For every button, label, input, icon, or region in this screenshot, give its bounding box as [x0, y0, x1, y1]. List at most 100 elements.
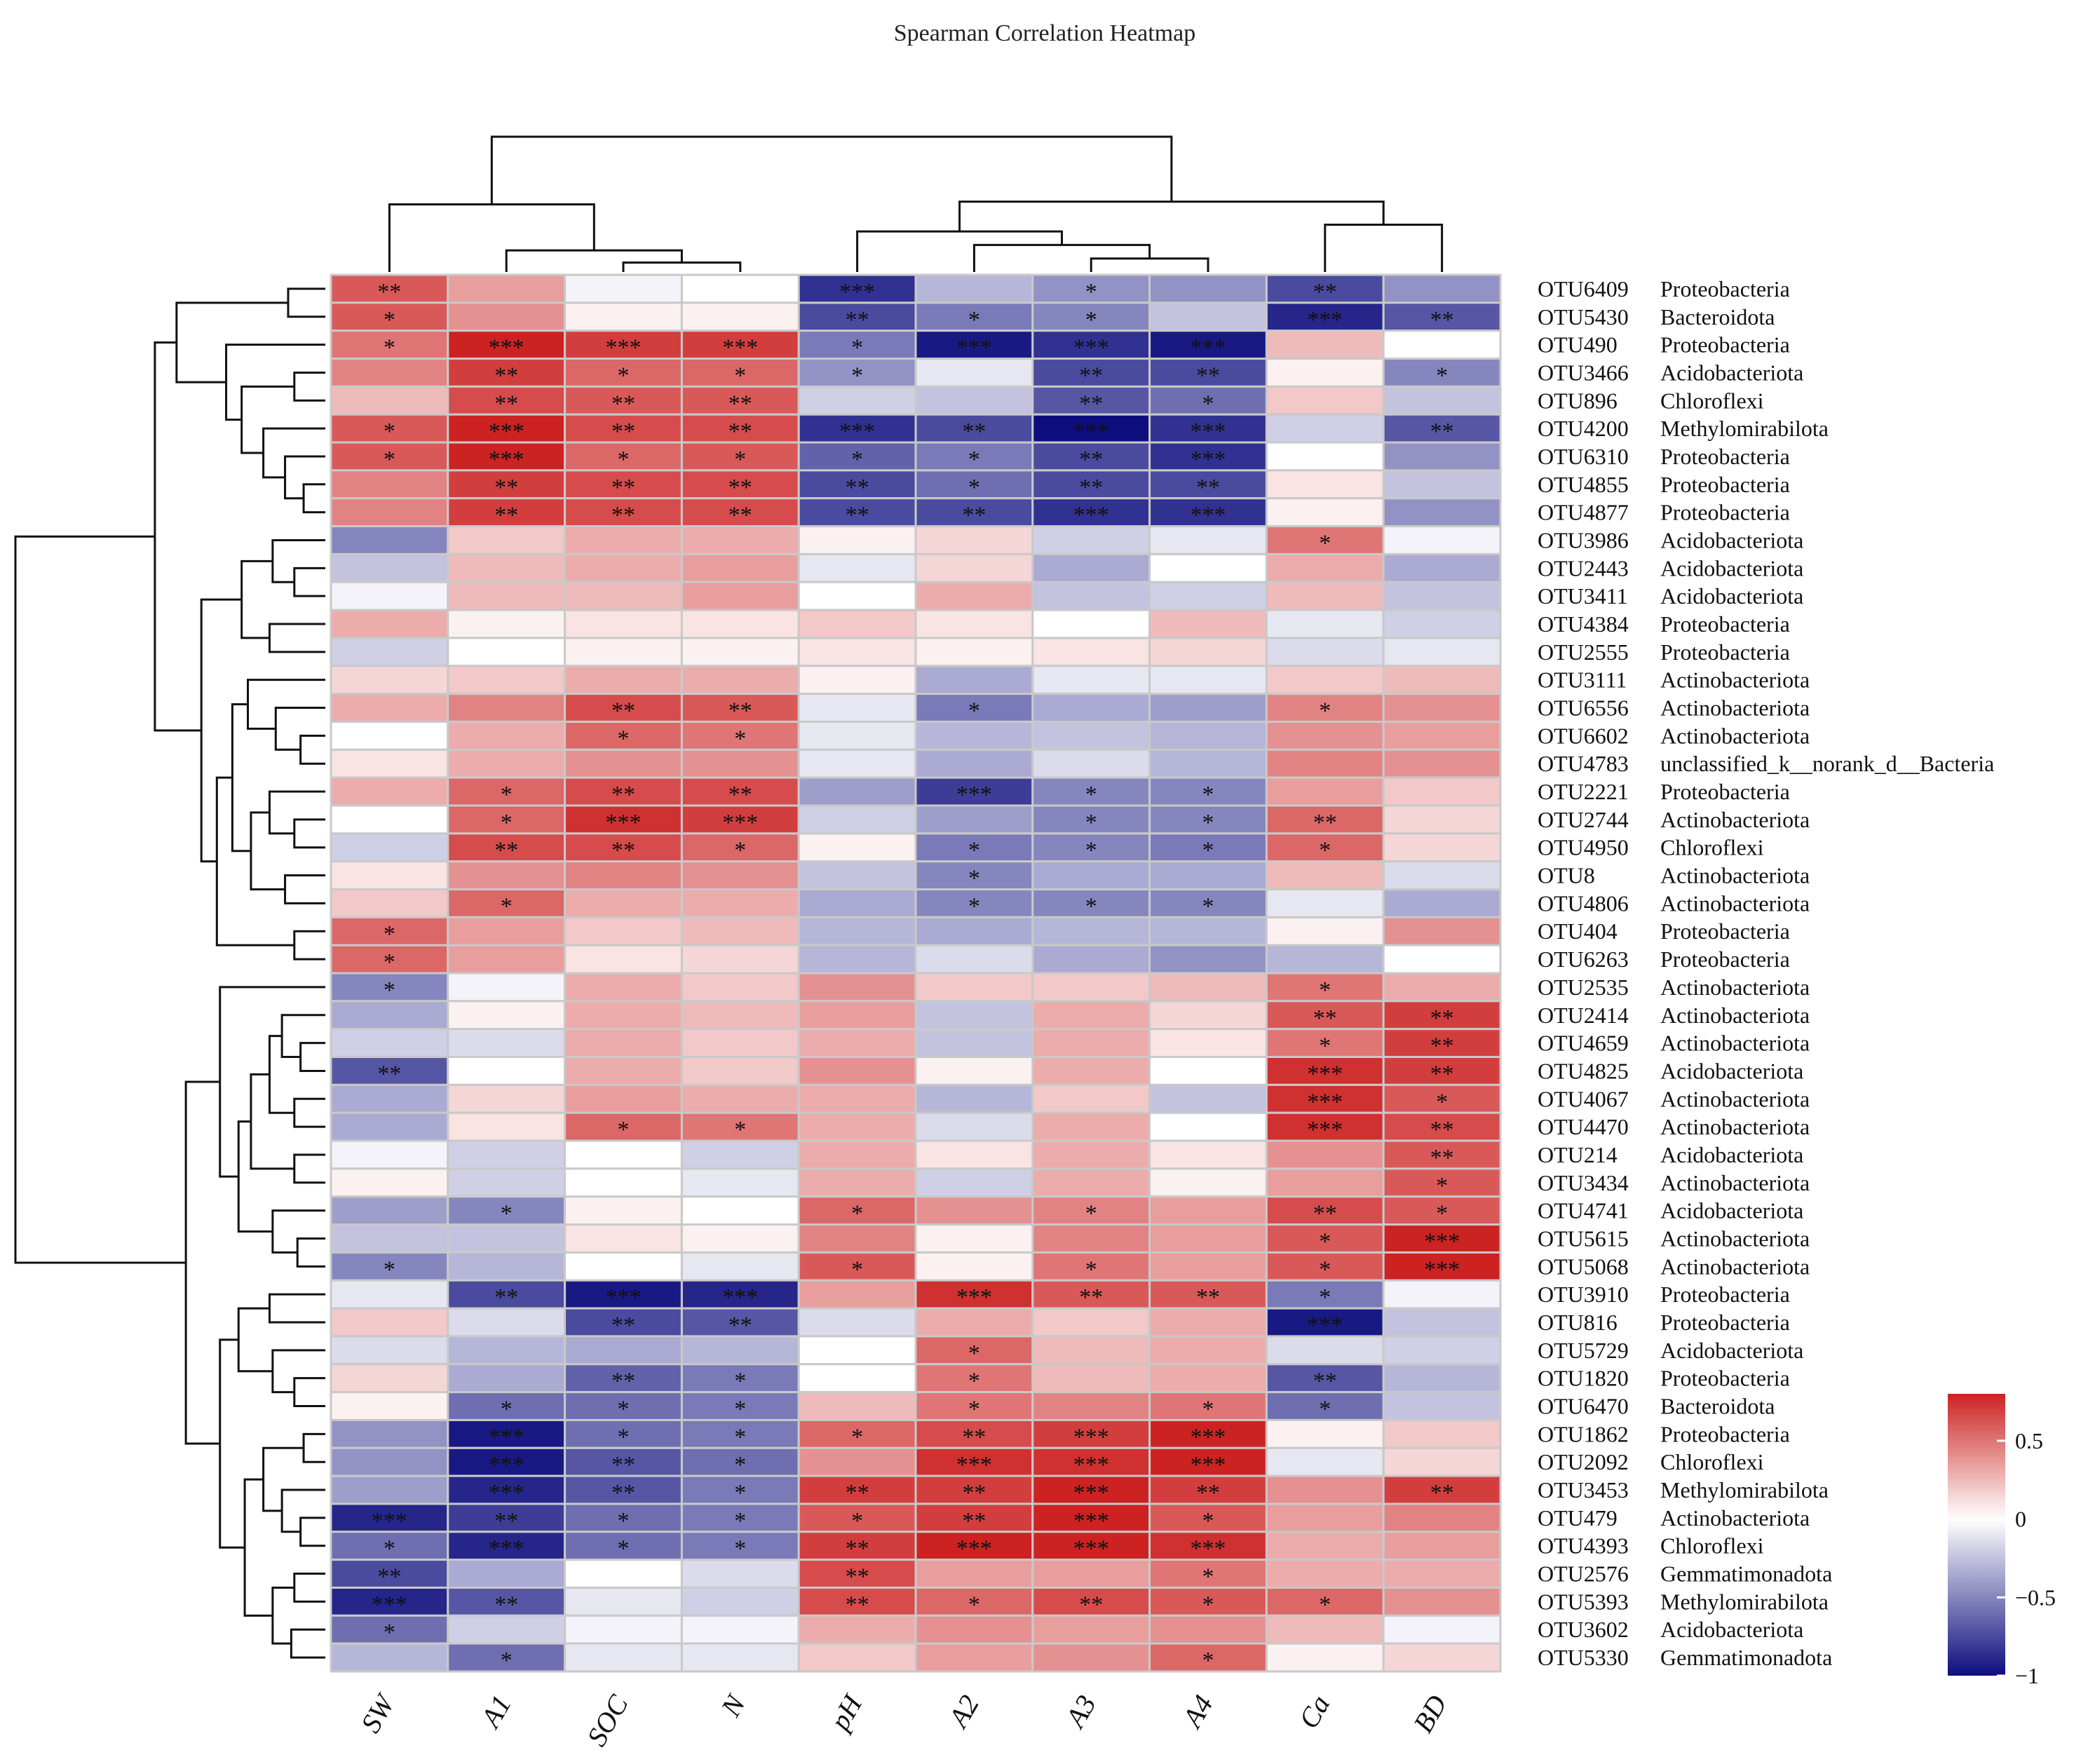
significance-mark: ** — [377, 1061, 401, 1087]
row-label-taxon: Actinobacteriota — [1660, 1505, 1810, 1531]
heatmap-cell — [447, 1335, 567, 1366]
row-label-otu: OTU1820 — [1538, 1366, 1629, 1391]
heatmap-cell — [680, 1167, 800, 1198]
significance-mark: * — [501, 810, 513, 836]
row-dendrogram-link — [271, 1209, 325, 1254]
heatmap-cell — [797, 469, 917, 500]
heatmap-cell — [1148, 413, 1268, 444]
significance-mark: *** — [606, 335, 642, 361]
heatmap-cell — [1265, 665, 1385, 696]
heatmap-cell — [1031, 1586, 1151, 1617]
row-label-taxon: Actinobacteriota — [1660, 1003, 1810, 1028]
row-dendrogram-link — [268, 1293, 325, 1324]
row-label-otu: OTU8 — [1538, 863, 1595, 888]
heatmap-cell — [797, 916, 917, 947]
heatmap-cell — [1382, 888, 1502, 918]
significance-mark: ** — [728, 391, 752, 416]
significance-mark: * — [851, 335, 863, 361]
row-label-otu: OTU4877 — [1538, 500, 1629, 525]
significance-mark: * — [734, 1480, 746, 1506]
row-dendrogram-link — [302, 483, 325, 514]
heatmap-cell — [447, 1111, 567, 1142]
significance-mark: ** — [846, 1564, 869, 1590]
significance-mark: ** — [962, 1424, 986, 1450]
row-label-otu: OTU4855 — [1538, 472, 1629, 497]
heatmap-cell — [1382, 1614, 1502, 1645]
heatmap-cell — [914, 525, 1034, 555]
heatmap-cell — [330, 385, 449, 416]
heatmap-cell — [680, 301, 800, 332]
heatmap-cell — [1265, 888, 1385, 918]
heatmap-cell — [680, 748, 800, 779]
significance-mark: * — [1202, 1397, 1214, 1423]
heatmap-cell — [330, 1195, 449, 1226]
heatmap-cell — [1031, 776, 1151, 807]
heatmap-cell — [1265, 1446, 1385, 1477]
heatmap-cell — [1148, 860, 1268, 890]
significance-mark: * — [1202, 1564, 1214, 1590]
heatmap-cell — [914, 916, 1034, 947]
heatmap-cell — [564, 609, 683, 639]
significance-mark: * — [968, 1397, 980, 1423]
row-label-taxon: Actinobacteriota — [1660, 1031, 1810, 1056]
heatmap-cell — [914, 1223, 1034, 1254]
heatmap-cell — [447, 1474, 567, 1505]
heatmap-cell — [1382, 860, 1502, 890]
heatmap-cell — [797, 1167, 917, 1198]
row-label-otu: OTU1862 — [1538, 1421, 1629, 1446]
legend-tick-label: −1 — [2015, 1663, 2039, 1688]
row-label-otu: OTU816 — [1538, 1310, 1618, 1335]
significance-mark: ** — [377, 1564, 401, 1590]
row-dendrogram-link — [284, 455, 325, 500]
significance-mark: *** — [722, 810, 758, 836]
significance-mark: * — [968, 475, 980, 501]
heatmap-cell — [680, 1474, 800, 1505]
heatmap-cell — [680, 944, 800, 975]
heatmap-cell — [564, 860, 683, 890]
row-label-otu: OTU2414 — [1538, 1003, 1629, 1028]
significance-mark: *** — [489, 335, 524, 361]
significance-mark: * — [1202, 1592, 1214, 1617]
significance-mark: *** — [722, 1284, 758, 1310]
heatmap-cell — [1265, 693, 1385, 723]
heatmap-cell — [1031, 552, 1151, 583]
heatmap-cell — [914, 1028, 1034, 1059]
heatmap-cell — [1031, 1223, 1151, 1254]
row-dendrogram-link — [299, 1042, 325, 1072]
row-label-otu: OTU4825 — [1538, 1058, 1629, 1083]
legend-tick-label: −0.5 — [2015, 1585, 2056, 1610]
significance-mark: * — [384, 1620, 395, 1646]
heatmap-cell — [1031, 1056, 1151, 1086]
significance-mark: *** — [1191, 419, 1226, 445]
heatmap-cell — [1382, 1531, 1502, 1561]
heatmap-cell — [330, 525, 449, 555]
row-label-taxon: Actinobacteriota — [1660, 1254, 1810, 1279]
heatmap-cell — [447, 441, 567, 472]
column-label: A4 — [1175, 1690, 1219, 1735]
heatmap-cell — [797, 330, 917, 360]
row-dendrogram-link — [200, 598, 242, 863]
heatmap-cell — [1382, 358, 1502, 388]
heatmap-cell — [797, 1335, 917, 1366]
significance-mark: * — [851, 1508, 863, 1534]
significance-mark: * — [1085, 838, 1097, 864]
heatmap-cell — [447, 1139, 567, 1170]
significance-mark: *** — [1191, 1424, 1226, 1450]
significance-mark: * — [1085, 782, 1097, 808]
heatmap-cell — [680, 552, 800, 583]
significance-mark: ** — [1079, 447, 1103, 473]
significance-mark: ** — [494, 503, 518, 529]
heatmap-cell — [1265, 301, 1385, 332]
row-label-taxon: Chloroflexi — [1660, 1533, 1764, 1559]
row-dendrogram-link — [262, 427, 325, 479]
significance-mark: * — [734, 1536, 746, 1562]
heatmap-cell — [1148, 1335, 1268, 1366]
column-dendrogram-link — [1090, 257, 1209, 272]
heatmap-cell — [914, 1056, 1034, 1086]
row-label-otu: OTU3411 — [1538, 583, 1628, 609]
row-label-otu: OTU2443 — [1538, 555, 1629, 581]
significance-mark: *** — [1191, 1536, 1226, 1562]
heatmap-cell — [447, 1056, 567, 1086]
heatmap-cell — [797, 888, 917, 918]
heatmap-cell — [1265, 1279, 1385, 1310]
